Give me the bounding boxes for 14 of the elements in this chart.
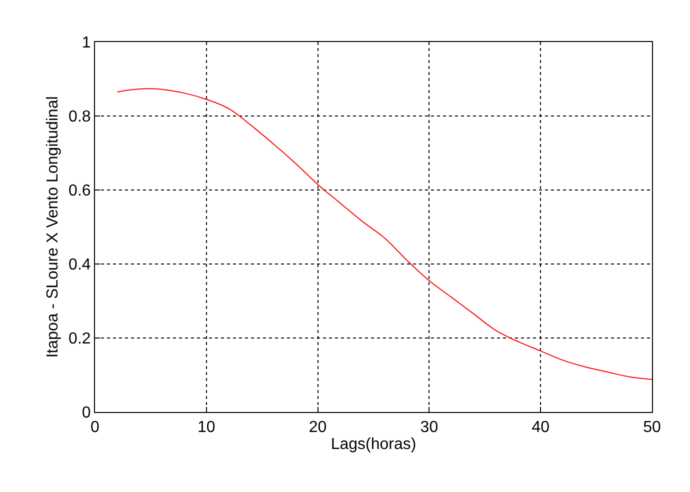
x-tick-label: 40 — [532, 419, 550, 436]
y-tick-label: 0 — [82, 404, 91, 422]
x-tick-label: 30 — [420, 419, 438, 436]
x-axis-title: Lags(horas) — [330, 436, 416, 453]
y-tick-label: 0.4 — [68, 256, 91, 274]
line-series — [116, 88, 652, 380]
x-tick-label: 20 — [308, 419, 327, 436]
y-tick-label: 0.6 — [68, 182, 91, 200]
y-tick-label: 0.2 — [68, 330, 91, 348]
y-tick-label: 1 — [82, 34, 91, 52]
y-axis-title: Itapoa - SLoure X Vento Longitudinal — [44, 96, 62, 358]
x-tick-label: 10 — [198, 419, 216, 436]
y-tick-label: 0.8 — [68, 108, 91, 126]
x-tick-label: 50 — [643, 419, 661, 436]
